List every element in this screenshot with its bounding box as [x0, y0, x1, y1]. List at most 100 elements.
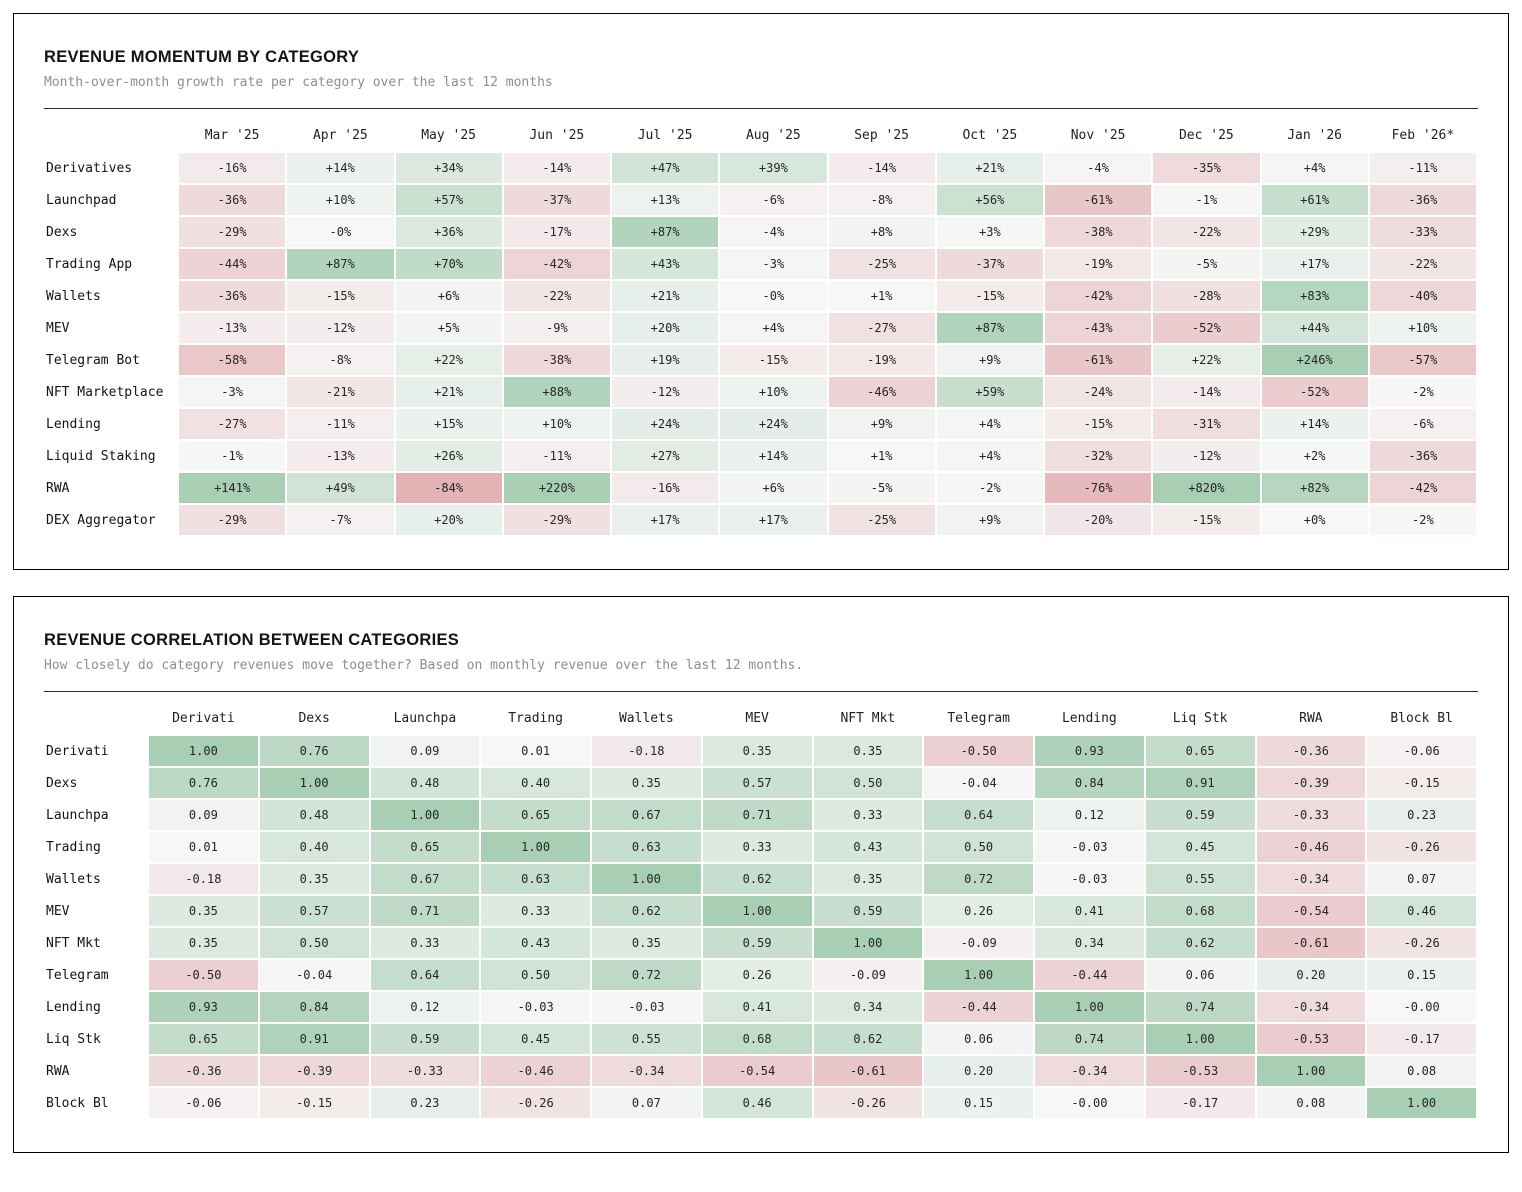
- row-label: Wallets: [46, 871, 101, 887]
- heatmap-cell: -36%: [1369, 185, 1476, 215]
- heatmap-cell: -15%: [1045, 409, 1152, 439]
- heatmap-row: RWA +141% +49% -84% +220% -16% +6% -5% -2% -76% +8…: [46, 473, 1476, 503]
- heatmap-cell: -0.26: [1367, 928, 1476, 958]
- heatmap-cell: 0.34: [813, 992, 923, 1022]
- heatmap-cell: 1.00: [1256, 1056, 1366, 1086]
- heatmap-cell: -36%: [179, 185, 286, 215]
- row-label: Telegram: [46, 967, 109, 983]
- heatmap-cell: -0.15: [259, 1088, 369, 1118]
- heatmap-row: Dexs -29% -0% +36% -17% +87% -4% +8% +3% -38% -22%…: [46, 217, 1476, 247]
- heatmap-cell: 0.34: [1035, 928, 1144, 958]
- heatmap-cell: 0.08: [1367, 1056, 1476, 1086]
- column-header: RWA: [1299, 710, 1323, 726]
- heatmap-cell: 0.64: [370, 960, 480, 990]
- heatmap-cell: 0.50: [813, 768, 923, 798]
- heatmap-cell: 0.48: [259, 800, 369, 830]
- heatmap-cell: 0.91: [1145, 768, 1255, 798]
- row-label: Trading: [46, 839, 101, 855]
- header-row: Derivati Dexs Launchpa Trading Wallets MEV NFT…: [46, 706, 1476, 734]
- heatmap-cell: +3%: [936, 217, 1043, 247]
- heatmap-cell: 0.62: [702, 864, 812, 894]
- correlation-heatmap-table: Derivati Dexs Launchpa Trading Wallets MEV NFT…: [44, 704, 1478, 1120]
- row-label: NFT Marketplace: [46, 384, 164, 400]
- row-label: MEV: [46, 320, 70, 336]
- heatmap-cell: -5%: [828, 473, 935, 503]
- heatmap-cell: 0.35: [149, 896, 258, 926]
- heatmap-cell: -12%: [1153, 441, 1260, 471]
- corner-cell: [46, 123, 177, 151]
- heatmap-cell: -36%: [179, 281, 286, 311]
- heatmap-cell: 0.08: [1256, 1088, 1366, 1118]
- heatmap-cell: 0.35: [702, 736, 812, 766]
- row-label: MEV: [46, 903, 70, 919]
- heatmap-cell: +6%: [395, 281, 502, 311]
- row-label: RWA: [46, 480, 70, 496]
- heatmap-cell: +10%: [1369, 313, 1476, 343]
- heatmap-cell: +57%: [395, 185, 502, 215]
- heatmap-cell: -84%: [395, 473, 502, 503]
- heatmap-cell: -0.53: [1256, 1024, 1366, 1054]
- row-label: Telegram Bot: [46, 352, 140, 368]
- heatmap-cell: 0.62: [813, 1024, 923, 1054]
- momentum-subtitle: Month-over-month growth rate per categor…: [44, 75, 553, 90]
- heatmap-cell: -24%: [1045, 377, 1152, 407]
- heatmap-cell: 0.43: [481, 928, 590, 958]
- column-header: Telegram: [947, 710, 1010, 726]
- heatmap-cell: -27%: [828, 313, 935, 343]
- heatmap-cell: -0.26: [481, 1088, 590, 1118]
- heatmap-cell: -22%: [503, 281, 610, 311]
- heatmap-cell: 0.62: [1145, 928, 1255, 958]
- heatmap-cell: -0.53: [1145, 1056, 1255, 1086]
- column-header: Jun '25: [529, 127, 585, 143]
- heatmap-cell: 1.00: [1367, 1088, 1476, 1118]
- heatmap-cell: +5%: [395, 313, 502, 343]
- heatmap-cell: 0.50: [481, 960, 590, 990]
- heatmap-cell: +70%: [395, 249, 502, 279]
- heatmap-cell: 0.23: [1367, 800, 1476, 830]
- heatmap-cell: -46%: [828, 377, 935, 407]
- heatmap-cell: 0.06: [1145, 960, 1255, 990]
- heatmap-cell: -21%: [287, 377, 394, 407]
- heatmap-cell: -3%: [720, 249, 827, 279]
- heatmap-cell: 0.45: [1145, 832, 1255, 862]
- heatmap-cell: -0.50: [924, 736, 1033, 766]
- heatmap-cell: -35%: [1153, 153, 1260, 183]
- heatmap-cell: +61%: [1261, 185, 1368, 215]
- heatmap-cell: +20%: [395, 505, 502, 535]
- row-label: RWA: [46, 1063, 70, 1079]
- heatmap-cell: +9%: [936, 505, 1043, 535]
- row-label: DEX Aggregator: [46, 512, 156, 528]
- heatmap-cell: +24%: [720, 409, 827, 439]
- heatmap-cell: 0.59: [370, 1024, 480, 1054]
- column-header: Wallets: [618, 710, 674, 726]
- row-label: Liquid Staking: [46, 448, 156, 464]
- heatmap-cell: +83%: [1261, 281, 1368, 311]
- heatmap-cell: -31%: [1153, 409, 1260, 439]
- heatmap-cell: -16%: [179, 153, 286, 183]
- heatmap-cell: -14%: [828, 153, 935, 183]
- heatmap-cell: -0.34: [1256, 864, 1366, 894]
- heatmap-cell: -0.18: [592, 736, 701, 766]
- heatmap-row: Trading App -44% +87% +70% -42% +43% -3% -25% -3…: [46, 249, 1476, 279]
- heatmap-cell: 0.50: [924, 832, 1033, 862]
- heatmap-cell: -5%: [1153, 249, 1260, 279]
- heatmap-cell: +1%: [828, 281, 935, 311]
- heatmap-cell: 1.00: [592, 864, 701, 894]
- heatmap-cell: -0.09: [813, 960, 923, 990]
- row-label: Wallets: [46, 288, 101, 304]
- heatmap-cell: -2%: [1369, 377, 1476, 407]
- heatmap-cell: +43%: [612, 249, 719, 279]
- heatmap-cell: 0.93: [1035, 736, 1144, 766]
- heatmap-cell: -15%: [936, 281, 1043, 311]
- heatmap-cell: -61%: [1045, 345, 1152, 375]
- heatmap-cell: +820%: [1153, 473, 1260, 503]
- heatmap-cell: -38%: [1045, 217, 1152, 247]
- row-label: Dexs: [46, 224, 78, 240]
- corner-cell: [46, 706, 147, 734]
- heatmap-cell: -43%: [1045, 313, 1152, 343]
- heatmap-cell: 0.40: [259, 832, 369, 862]
- heatmap-cell: 0.48: [370, 768, 480, 798]
- row-label: NFT Mkt: [46, 935, 101, 951]
- heatmap-cell: +24%: [612, 409, 719, 439]
